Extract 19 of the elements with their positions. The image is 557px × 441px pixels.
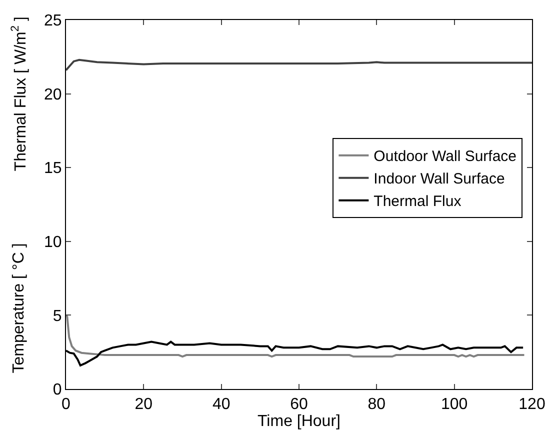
line-series <box>66 314 526 358</box>
x-axis-title: Time [Hour] <box>258 413 340 430</box>
y-tick-label: 20 <box>44 86 62 104</box>
x-tick-label: 120 <box>518 396 546 414</box>
legend-label: Indoor Wall Surface <box>374 170 505 188</box>
y-tick-label: 5 <box>52 308 62 325</box>
x-tick-label: 60 <box>290 396 308 414</box>
y-tick-label: 15 <box>44 160 62 178</box>
x-tick-label: 40 <box>212 396 230 414</box>
legend-label: Thermal Flux <box>374 193 462 210</box>
y-tick-label: 0 <box>52 382 62 399</box>
y-tick-label: 10 <box>44 234 62 251</box>
x-tick-label: 80 <box>368 396 386 414</box>
x-tick-label: 20 <box>134 396 153 414</box>
line-series <box>66 58 532 72</box>
y-tick-label: 25 <box>44 12 62 30</box>
text: Temperature [ °C ] <box>10 243 28 374</box>
x-tick-label: 100 <box>440 396 468 414</box>
legend-label: Outdoor Wall Surface <box>374 148 517 166</box>
